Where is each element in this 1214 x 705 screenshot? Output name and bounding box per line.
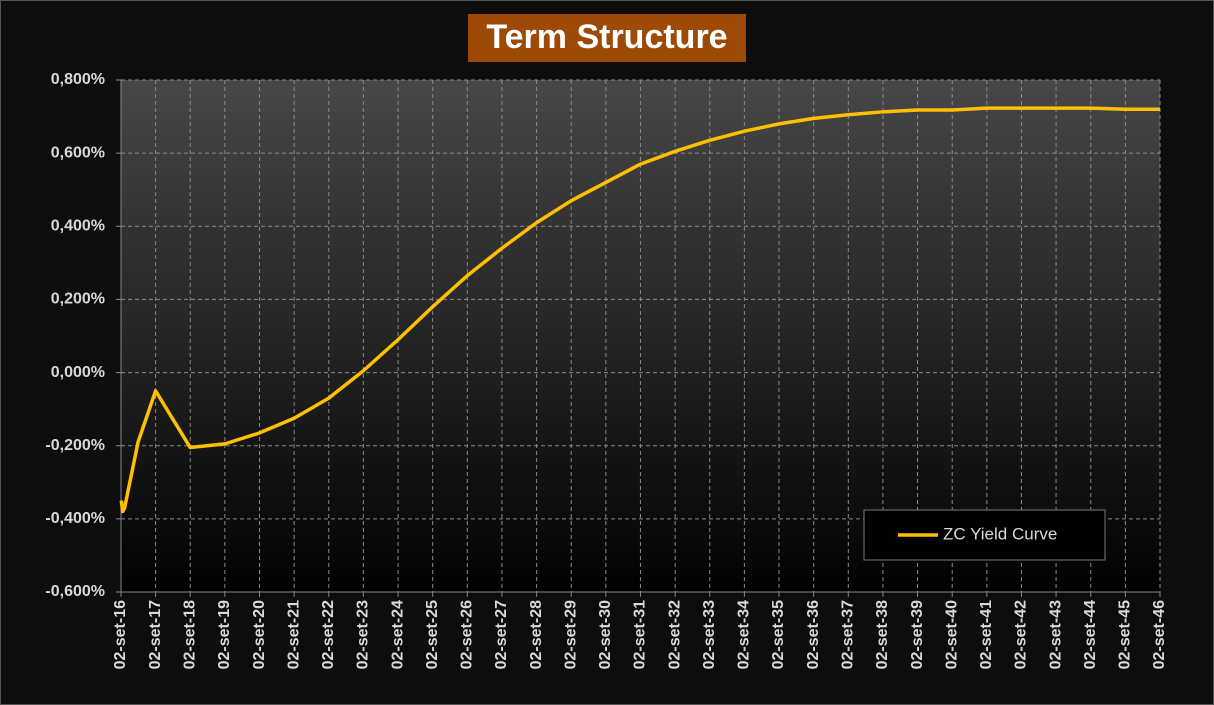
- y-tick-label: 0,200%: [51, 291, 105, 308]
- x-tick-label: 02-set-33: [701, 600, 718, 669]
- chart-title: Term Structure: [486, 18, 727, 56]
- x-tick-label: 02-set-18: [181, 600, 198, 669]
- x-tick-label: 02-set-31: [632, 600, 649, 669]
- x-tick-label: 02-set-25: [424, 600, 441, 669]
- x-tick-label: 02-set-37: [840, 600, 857, 669]
- y-tick-label: -0,200%: [45, 437, 105, 454]
- x-tick-label: 02-set-20: [251, 600, 268, 669]
- y-tick-label: 0,400%: [51, 218, 105, 235]
- x-tick-label: 02-set-44: [1082, 600, 1099, 669]
- x-tick-label: 02-set-42: [1013, 600, 1030, 669]
- x-tick-label: 02-set-32: [666, 600, 683, 669]
- x-tick-label: 02-set-30: [597, 600, 614, 669]
- x-tick-label: 02-set-36: [805, 600, 822, 669]
- x-tick-label: 02-set-34: [736, 600, 753, 669]
- legend-label: ZC Yield Curve: [943, 524, 1057, 543]
- x-tick-label: 02-set-35: [770, 600, 787, 669]
- x-tick-label: 02-set-26: [459, 600, 476, 669]
- title-box: [468, 14, 746, 62]
- x-tick-label: 02-set-45: [1117, 600, 1134, 669]
- x-tick-label: 02-set-38: [874, 600, 891, 669]
- x-tick-label: 02-set-24: [389, 600, 406, 669]
- x-tick-label: 02-set-39: [909, 600, 926, 669]
- y-tick-label: 0,600%: [51, 144, 105, 161]
- line-series: [119, 106, 1160, 514]
- x-tick-label: 02-set-27: [493, 600, 510, 669]
- x-tick-label: 02-set-22: [320, 600, 337, 669]
- x-tick-label: 02-set-43: [1047, 600, 1064, 669]
- x-tick-label: 02-set-16: [112, 600, 129, 669]
- y-tick-label: 0,000%: [51, 364, 105, 381]
- x-tick-label: 02-set-46: [1151, 600, 1168, 669]
- x-tick-label: 02-set-23: [355, 600, 372, 669]
- x-tick-label: 02-set-21: [285, 600, 302, 669]
- x-tick-label: 02-set-40: [943, 600, 960, 669]
- y-tick-label: 0,800%: [51, 71, 105, 88]
- y-tick-label: -0,400%: [45, 510, 105, 527]
- x-tick-label: 02-set-19: [216, 600, 233, 669]
- x-tick-label: 02-set-28: [528, 600, 545, 669]
- x-tick-label: 02-set-41: [978, 600, 995, 669]
- x-tick-label: 02-set-29: [562, 600, 579, 669]
- x-tick-label: 02-set-17: [147, 600, 164, 669]
- y-tick-label: -0,600%: [45, 583, 105, 600]
- legend: ZC Yield Curve: [863, 509, 1106, 561]
